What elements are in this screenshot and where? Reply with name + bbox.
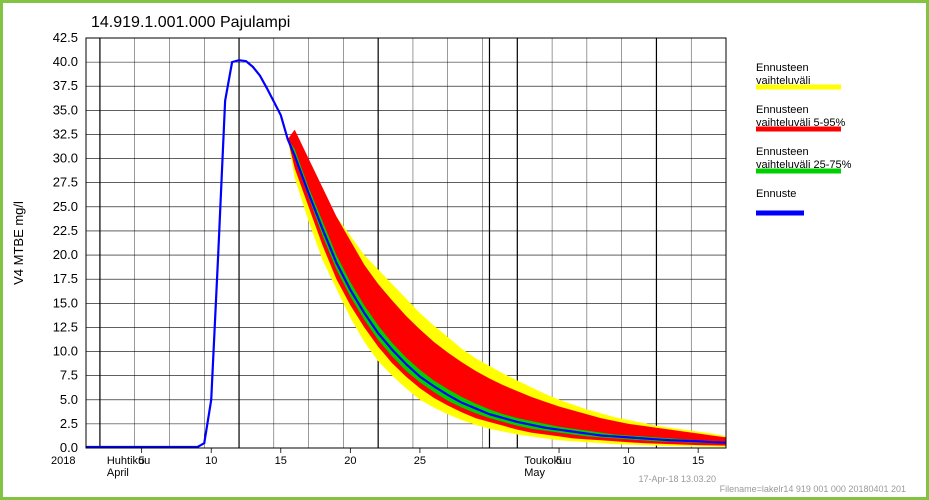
y-tick-label: 35.0 [53, 102, 78, 117]
y-tick-label: 2.5 [60, 416, 78, 431]
x-month-label2: May [524, 467, 545, 479]
x-tick-label: 10 [622, 455, 634, 467]
y-tick-label: 40.0 [53, 54, 78, 69]
legend-label: Ennuste [756, 188, 796, 200]
y-tick-label: 37.5 [53, 78, 78, 93]
x-year-label: 2018 [51, 455, 75, 467]
y-tick-label: 10.0 [53, 344, 78, 359]
y-tick-label: 22.5 [53, 223, 78, 238]
x-tick-label: 20 [344, 455, 356, 467]
x-month-label: Toukokuu [524, 455, 571, 467]
chart-svg: 0.0 2.5 5.0 7.5 10.0 12.5 15.0 17.5 20.0 22.5 25.0… [3, 3, 926, 497]
y-tick-label: 32.5 [53, 126, 78, 141]
y-tick-label: 5.0 [60, 392, 78, 407]
y-tick-label: 42.5 [53, 30, 78, 45]
x-tick-label: 25 [414, 455, 426, 467]
y-tick-label: 20.0 [53, 247, 78, 262]
legend-label: Ennusteen [756, 146, 809, 158]
y-tick-label: 17.5 [53, 271, 78, 286]
x-month-label2: April [107, 467, 129, 479]
x-month-label: Huhtikuu [107, 455, 150, 467]
x-tick-label: 15 [692, 455, 704, 467]
y-tick-label: 12.5 [53, 319, 78, 334]
timestamp-footer: 17-Apr-18 13.03.20 [638, 474, 716, 484]
y-tick-label: 7.5 [60, 368, 78, 383]
y-tick-label: 30.0 [53, 151, 78, 166]
y-tick-label: 25.0 [53, 199, 78, 214]
x-tick-label: 15 [275, 455, 287, 467]
legend-label: Ennusteen [756, 104, 809, 116]
y-tick-label: 0.0 [60, 440, 78, 455]
y-axis-label: V4 MTBE mg/l [11, 201, 26, 285]
chart-title: 14.919.1.001.000 Pajulampi [91, 14, 290, 31]
legend-label: Ennusteen [756, 62, 809, 74]
chart-frame: 0.0 2.5 5.0 7.5 10.0 12.5 15.0 17.5 20.0 22.5 25.0… [0, 0, 929, 500]
filename-footer: Filename=lakelr14 919 001 000 20180401 2… [720, 484, 906, 494]
x-tick-label: 10 [205, 455, 217, 467]
y-tick-label: 15.0 [53, 295, 78, 310]
y-tick-label: 27.5 [53, 175, 78, 190]
